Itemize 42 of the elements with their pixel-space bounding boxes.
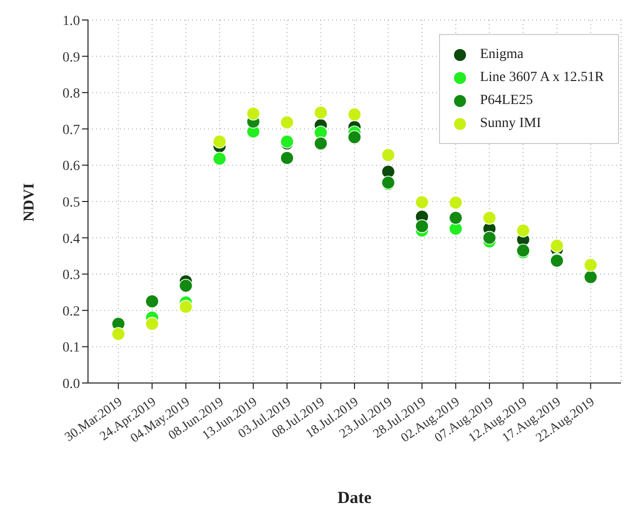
y-tick-label: 0.4 — [62, 232, 80, 247]
y-tick-label: 0.0 — [62, 376, 80, 392]
point — [550, 238, 564, 253]
legend-label: P64LE25 — [480, 92, 533, 110]
y-tick-label: 0.3 — [62, 268, 80, 284]
point — [314, 106, 328, 120]
point — [482, 210, 496, 225]
point — [482, 230, 496, 245]
y-tick-label: 0.9 — [62, 50, 80, 66]
y-tick-label: 0.6 — [62, 159, 80, 174]
legend-label: Sunny IMI — [480, 115, 541, 133]
point — [314, 136, 328, 150]
point — [280, 151, 294, 165]
point — [381, 148, 396, 162]
y-axis-title: NDVI — [21, 183, 38, 222]
point — [448, 196, 463, 210]
y-tick-label: 1.0 — [62, 14, 80, 29]
point — [280, 115, 294, 130]
point — [178, 300, 193, 314]
point — [145, 294, 159, 308]
x-axis-title: Date — [338, 488, 372, 507]
point — [145, 316, 159, 331]
y-tick-label: 0.2 — [62, 304, 80, 320]
point — [415, 219, 429, 234]
point — [212, 134, 226, 149]
legend-label: Line 3607 A x 12.51R — [480, 69, 604, 87]
point — [415, 195, 429, 210]
point — [212, 152, 226, 166]
point — [584, 270, 598, 284]
point — [111, 327, 126, 341]
point — [348, 107, 362, 122]
legend-label: Enigma — [480, 46, 524, 64]
y-tick-label: 0.7 — [62, 122, 80, 138]
point — [246, 106, 260, 121]
y-tick-label: 0.5 — [62, 195, 80, 210]
y-tick-label: 0.1 — [62, 340, 80, 356]
point — [448, 210, 463, 225]
y-tick-label: 0.8 — [62, 86, 80, 102]
point — [178, 278, 193, 293]
point — [516, 224, 530, 238]
point — [348, 130, 362, 144]
point — [584, 258, 598, 272]
